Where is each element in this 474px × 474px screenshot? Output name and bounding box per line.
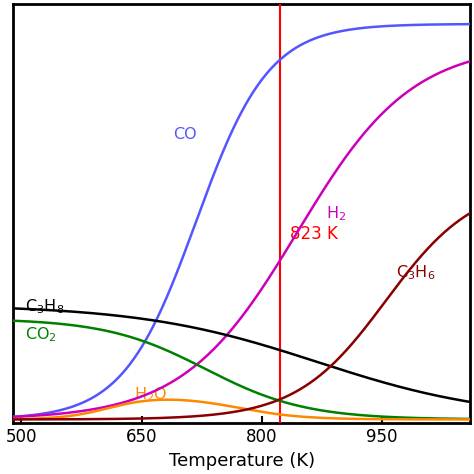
Text: C$_3$H$_6$: C$_3$H$_6$: [396, 264, 436, 283]
Text: H$_2$O: H$_2$O: [134, 385, 167, 404]
Text: C$_3$H$_8$: C$_3$H$_8$: [26, 297, 65, 316]
Text: 823 K: 823 K: [290, 225, 337, 243]
Text: CO$_2$: CO$_2$: [26, 325, 57, 344]
Text: H$_2$: H$_2$: [326, 204, 346, 223]
Text: CO: CO: [173, 127, 197, 142]
X-axis label: Temperature (K): Temperature (K): [169, 452, 315, 470]
